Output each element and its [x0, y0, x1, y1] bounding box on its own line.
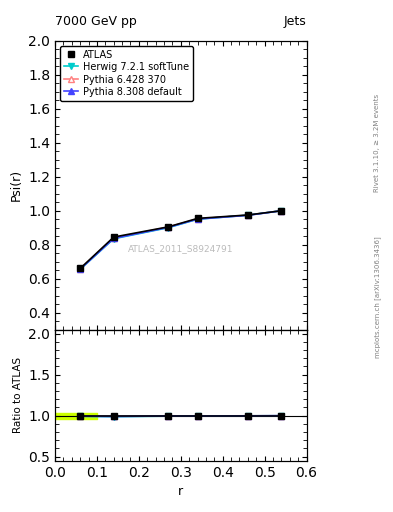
- Text: mcplots.cern.ch [arXiv:1306.3436]: mcplots.cern.ch [arXiv:1306.3436]: [374, 236, 381, 358]
- Text: Jets: Jets: [284, 15, 307, 28]
- Text: 7000 GeV pp: 7000 GeV pp: [55, 15, 137, 28]
- Text: ATLAS_2011_S8924791: ATLAS_2011_S8924791: [128, 244, 233, 253]
- Y-axis label: Ratio to ATLAS: Ratio to ATLAS: [13, 357, 23, 433]
- X-axis label: r: r: [178, 485, 184, 498]
- Y-axis label: Psi(r): Psi(r): [9, 169, 22, 201]
- Legend: ATLAS, Herwig 7.2.1 softTune, Pythia 6.428 370, Pythia 8.308 default: ATLAS, Herwig 7.2.1 softTune, Pythia 6.4…: [60, 46, 193, 101]
- Text: Rivet 3.1.10, ≥ 3.2M events: Rivet 3.1.10, ≥ 3.2M events: [374, 94, 380, 193]
